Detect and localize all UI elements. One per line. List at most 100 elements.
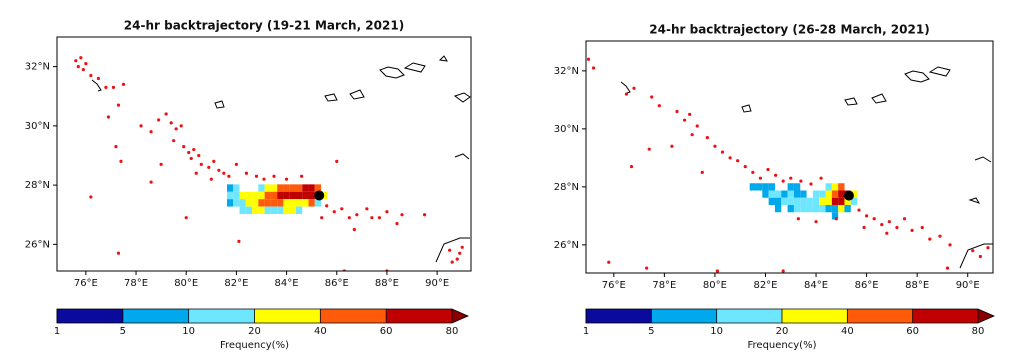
- frequency-cell: [850, 197, 858, 205]
- trajectory-point: [222, 171, 226, 175]
- colorbar-box: [912, 309, 978, 323]
- trajectory-point: [187, 150, 191, 155]
- frequency-cell: [295, 184, 303, 192]
- frequency-cell: [283, 184, 290, 192]
- trajectory-point: [799, 179, 803, 183]
- trajectory-point: [971, 249, 975, 253]
- trajectory-point: [325, 204, 329, 208]
- colorbar-tick-label: 20: [776, 326, 789, 337]
- trajectory-point: [928, 237, 932, 241]
- frequency-cell: [277, 199, 284, 207]
- frequency-cell: [270, 199, 278, 207]
- x-tick-label: 84°E: [804, 280, 828, 291]
- frequency-cell: [812, 204, 820, 213]
- frequency-cell: [793, 204, 801, 213]
- x-tick-label: 78°E: [124, 278, 148, 289]
- trajectory-point: [607, 260, 611, 264]
- frequency-cell: [245, 199, 253, 207]
- frequency-cell: [270, 184, 278, 192]
- colorbar-tick-label: 40: [314, 326, 327, 337]
- map-frame: [585, 40, 994, 274]
- trajectory-point: [781, 269, 785, 273]
- frequency-cell: [226, 191, 234, 200]
- trajectory-point: [645, 266, 649, 270]
- colorbar-box: [651, 309, 717, 323]
- trajectory-point: [74, 59, 78, 63]
- frequency-cell: [314, 199, 322, 207]
- frequency-cell: [838, 197, 845, 205]
- frequency-cell: [264, 206, 271, 214]
- trajectory-point: [300, 174, 304, 178]
- trajectory-point: [796, 217, 800, 221]
- frequency-cell: [252, 191, 259, 200]
- x-tick-label: 76°E: [602, 280, 626, 291]
- trajectory-point: [705, 135, 709, 140]
- trajectory-point: [111, 85, 116, 89]
- trajectory-point: [758, 176, 763, 180]
- x-tick-label: 80°E: [703, 280, 727, 291]
- colorbar-extension: [978, 309, 994, 323]
- frequency-cell: [258, 199, 265, 207]
- x-tick-label: 78°E: [652, 280, 676, 291]
- colorbar-tick-label: 1: [583, 326, 589, 337]
- trajectory-point: [902, 217, 907, 221]
- trajectory-point: [121, 82, 126, 86]
- trajectory-point: [586, 57, 591, 61]
- trajectory-point: [395, 222, 399, 226]
- x-tick-label: 76°E: [74, 278, 98, 289]
- trajectory-point: [335, 159, 339, 164]
- trajectory-point: [819, 176, 823, 180]
- colorbar-tick-label: 80: [972, 326, 985, 337]
- colorbar-tick-label: 5: [120, 326, 126, 337]
- frequency-cell: [226, 199, 234, 207]
- x-tick-label: 88°E: [375, 278, 399, 289]
- frequency-cell: [252, 206, 259, 214]
- frequency-cell: [819, 204, 826, 213]
- trajectory-point: [332, 210, 336, 214]
- colorbar-box: [782, 309, 848, 323]
- trajectory-point: [632, 86, 636, 90]
- trajectory-point: [76, 65, 80, 69]
- frequency-cell: [819, 190, 826, 198]
- colorbar-tick-label: 10: [182, 326, 195, 337]
- frequency-cell: [812, 190, 820, 198]
- trajectory-point: [217, 168, 221, 172]
- x-tick-label: 86°E: [325, 278, 349, 289]
- frequency-cell: [781, 190, 788, 198]
- trajectory-point: [199, 162, 203, 166]
- trajectory-point: [237, 239, 241, 243]
- trajectory-point: [116, 251, 121, 255]
- y-tick-label: 26°N: [554, 240, 579, 251]
- frequency-cell: [825, 190, 832, 198]
- frequency-cell: [774, 204, 782, 213]
- trajectory-point: [647, 147, 651, 151]
- coastline: [620, 66, 993, 269]
- trajectory-point: [455, 257, 459, 261]
- trajectory-point: [320, 216, 324, 220]
- trajectory-point: [789, 176, 793, 180]
- colorbar-box: [188, 309, 255, 323]
- frequency-cell: [787, 183, 794, 191]
- frequency-cell: [762, 183, 769, 191]
- frequency-cell: [245, 191, 253, 200]
- frequency-cell: [289, 199, 296, 207]
- trajectory-point: [629, 164, 634, 169]
- frequency-cell: [277, 184, 284, 192]
- trajectory-point: [227, 174, 231, 178]
- frequency-cell: [800, 190, 807, 198]
- trajectory-point: [862, 225, 866, 230]
- trajectory-point: [657, 104, 661, 108]
- frequency-cell: [806, 204, 813, 213]
- map-frame: [56, 36, 472, 272]
- frequency-cell: [787, 197, 794, 205]
- trajectory-point: [385, 210, 389, 214]
- trajectory-point: [675, 109, 679, 114]
- trajectory-point: [212, 159, 216, 164]
- trajectory-point: [422, 213, 427, 217]
- trajectory-point: [272, 174, 276, 178]
- y-tick-label: 30°N: [554, 124, 579, 135]
- source-marker: [843, 190, 854, 201]
- trajectory-point: [736, 159, 740, 163]
